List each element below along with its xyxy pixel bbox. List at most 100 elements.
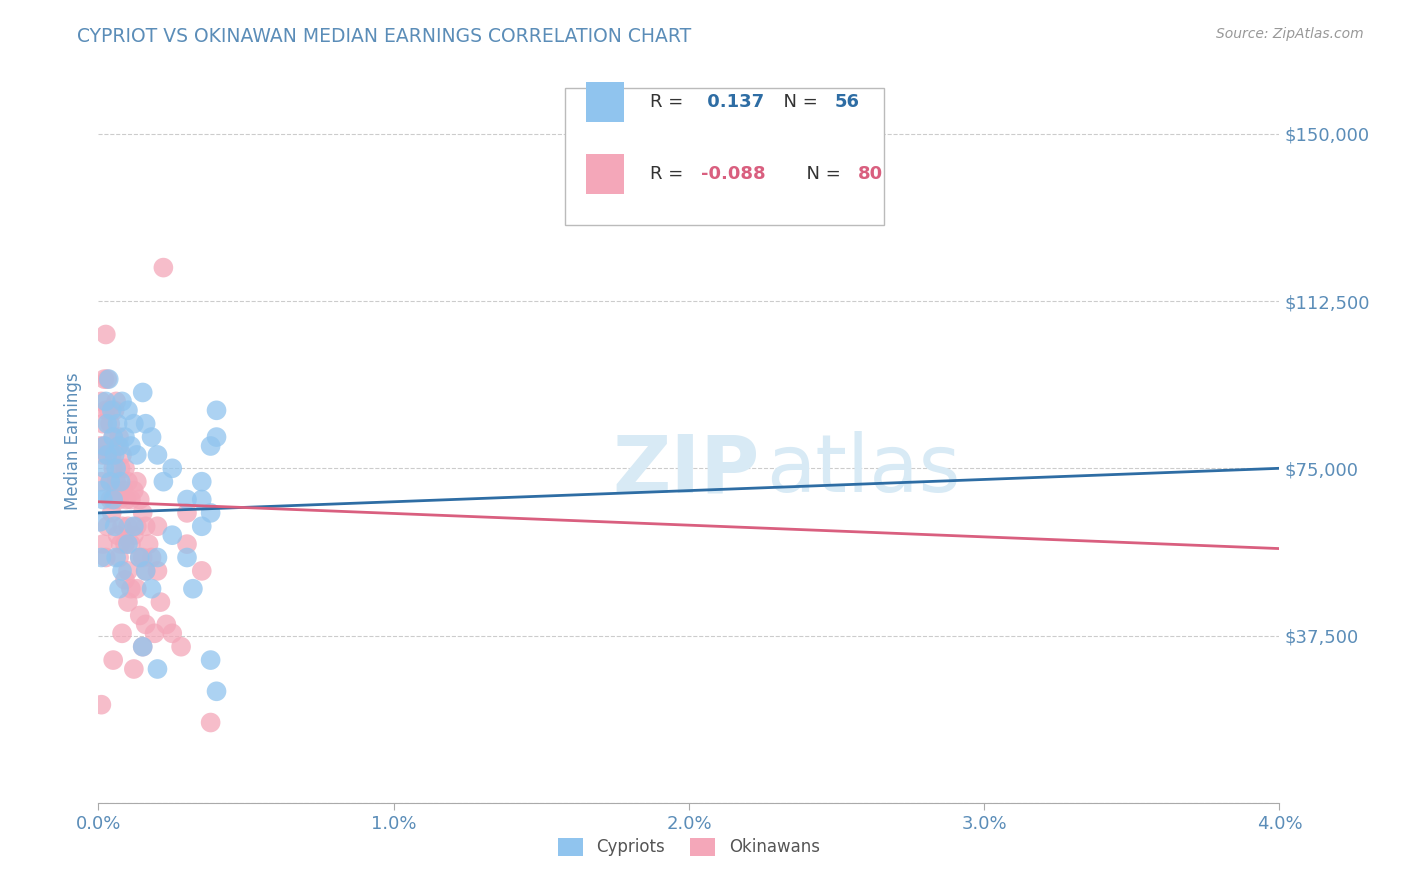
Point (103, 653, 125, 667)
Text: Source: ZipAtlas.com: Source: ZipAtlas.com (1216, 27, 1364, 41)
Text: 56: 56 (834, 93, 859, 111)
Point (125, 519, 148, 533)
Point (141, 550, 163, 565)
Point (146, 519, 169, 533)
Point (176, 550, 198, 565)
Point (105, 394, 128, 409)
Point (98, 417, 121, 431)
Point (155, 617, 177, 632)
Point (104, 403, 127, 417)
Point (98, 475, 121, 489)
Point (205, 430, 228, 444)
Point (111, 564, 134, 578)
Point (96, 519, 118, 533)
Point (96, 448, 118, 462)
Point (162, 528, 183, 542)
Point (152, 475, 174, 489)
Point (89, 439, 111, 453)
Point (100, 403, 122, 417)
Point (104, 492, 127, 507)
Point (122, 662, 145, 676)
Point (191, 492, 214, 507)
Point (181, 582, 204, 596)
Point (146, 550, 169, 565)
Point (110, 475, 132, 489)
Point (122, 483, 145, 498)
Point (132, 385, 155, 400)
Point (162, 626, 183, 640)
Point (170, 640, 193, 654)
Point (94, 550, 117, 565)
Point (110, 537, 132, 551)
Point (191, 519, 214, 533)
Point (191, 564, 214, 578)
Point (128, 550, 150, 565)
Point (132, 506, 155, 520)
Point (200, 653, 222, 667)
Text: CYPRIOT VS OKINAWAN MEDIAN EARNINGS CORRELATION CHART: CYPRIOT VS OKINAWAN MEDIAN EARNINGS CORR… (77, 27, 692, 45)
Point (90, 698, 112, 712)
Point (107, 417, 129, 431)
Point (117, 403, 139, 417)
Point (97, 372, 120, 386)
Point (135, 564, 157, 578)
Point (105, 483, 128, 498)
Point (114, 537, 136, 551)
Point (117, 537, 139, 551)
Point (200, 439, 222, 453)
Point (132, 640, 155, 654)
Point (103, 492, 125, 507)
Point (103, 430, 125, 444)
Point (91, 537, 114, 551)
Point (120, 439, 142, 453)
Point (108, 430, 131, 444)
Point (132, 640, 155, 654)
Point (117, 475, 139, 489)
Point (114, 461, 136, 475)
Point (91, 448, 114, 462)
Point (146, 662, 169, 676)
Point (135, 564, 157, 578)
Point (135, 417, 157, 431)
Point (90, 483, 112, 498)
Point (128, 608, 150, 623)
Point (125, 448, 148, 462)
Point (90, 394, 112, 409)
Text: atlas: atlas (766, 432, 960, 509)
Point (89, 515, 111, 529)
Text: ZIP: ZIP (613, 432, 759, 509)
Point (107, 528, 129, 542)
Point (112, 483, 135, 498)
Point (146, 564, 169, 578)
Point (117, 595, 139, 609)
Point (128, 492, 150, 507)
Point (120, 537, 142, 551)
Point (97, 403, 120, 417)
Point (93, 461, 115, 475)
Point (98, 475, 121, 489)
Y-axis label: Median Earnings: Median Earnings (65, 373, 83, 510)
Point (96, 417, 118, 431)
Point (105, 461, 128, 475)
Point (120, 492, 142, 507)
Point (176, 506, 198, 520)
Point (105, 475, 128, 489)
Text: R =: R = (650, 165, 689, 183)
Point (122, 528, 145, 542)
Point (122, 519, 145, 533)
Point (120, 582, 142, 596)
Point (103, 461, 125, 475)
Point (200, 506, 222, 520)
Point (98, 492, 121, 507)
Point (93, 372, 115, 386)
Text: 0.137: 0.137 (700, 93, 763, 111)
Point (176, 492, 198, 507)
Point (115, 492, 138, 507)
Point (96, 448, 118, 462)
Point (162, 461, 183, 475)
Point (132, 550, 155, 565)
Point (93, 439, 115, 453)
Point (111, 448, 134, 462)
Point (125, 582, 148, 596)
Point (111, 519, 134, 533)
